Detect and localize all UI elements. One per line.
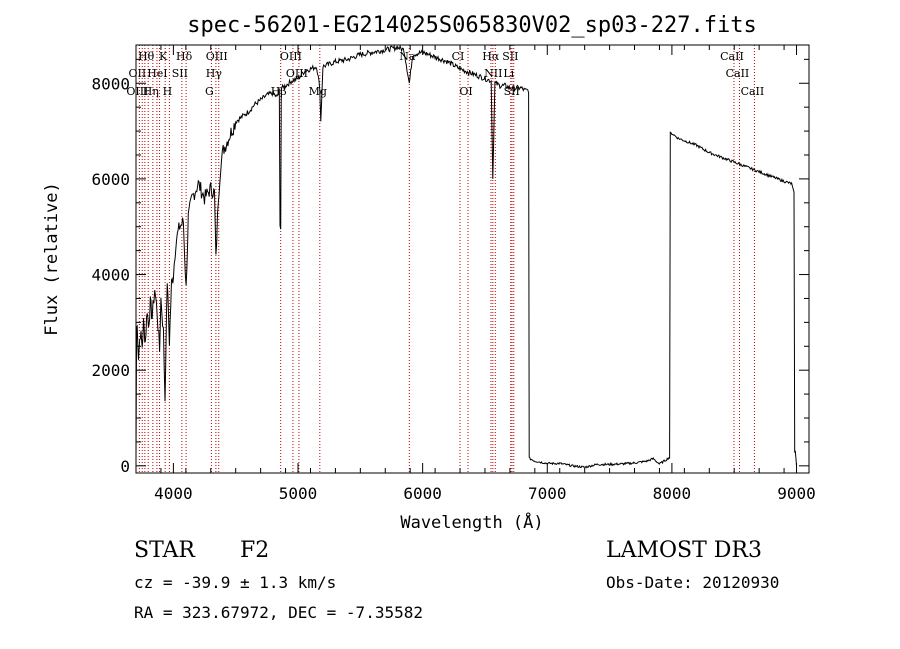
line-label: Na: [399, 50, 416, 63]
line-label: Li: [503, 67, 514, 80]
x-tick-label: 6000: [403, 484, 442, 503]
line-label: OI: [459, 85, 472, 98]
line-label: G: [205, 85, 214, 98]
y-tick-label: 4000: [91, 266, 130, 285]
line-label: CaII: [720, 50, 744, 63]
survey-name: LAMOST DR3: [606, 538, 762, 563]
object-class: STAR: [134, 538, 195, 563]
object-subclass: F2: [240, 538, 270, 563]
line-label: OIII: [206, 50, 228, 63]
spectrum-line: [135, 44, 797, 469]
x-axis-label: Wavelength (Å): [400, 511, 543, 533]
line-label: SII: [172, 67, 188, 80]
line-label: SII: [502, 50, 518, 63]
line-label: H: [163, 85, 173, 98]
x-tick-label: 9000: [777, 484, 816, 503]
line-label: OIII: [126, 85, 148, 98]
line-label: K: [159, 50, 168, 63]
line-label: HeI: [147, 67, 167, 80]
line-label: OIII: [280, 50, 302, 63]
plot-frame: [135, 44, 810, 474]
axis-ticks: 4000 5000 6000 7000 8000 9000 0 2000 4000 6000 800…: [91, 45, 816, 503]
line-markers: [138, 45, 755, 473]
line-label: OIII: [286, 67, 308, 80]
line-label: Hη: [143, 85, 159, 98]
line-label: Hα: [482, 50, 500, 63]
x-tick-label: 8000: [653, 484, 692, 503]
line-label: Hγ: [206, 67, 223, 80]
y-axis-label: Flux (relative): [42, 182, 62, 336]
line-label: NII: [484, 67, 502, 80]
chart-title: spec-56201-EG214025S065830V02_sp03-227.f…: [187, 13, 757, 38]
y-tick-label: 2000: [91, 361, 130, 380]
x-tick-label: 7000: [528, 484, 567, 503]
line-label: Hθ: [138, 50, 155, 63]
line-label: Hδ: [176, 50, 193, 63]
x-tick-label: 5000: [279, 484, 318, 503]
line-label: CaII: [726, 67, 750, 80]
x-tick-label: 4000: [154, 484, 193, 503]
y-tick-label: 8000: [91, 74, 130, 93]
line-label: Mg: [309, 85, 327, 98]
y-tick-label: 6000: [91, 170, 130, 189]
line-label: CI: [452, 50, 465, 63]
line-label: OII: [129, 67, 147, 80]
obs-date: Obs-Date: 20120930: [606, 573, 780, 592]
y-tick-label: 0: [120, 457, 130, 476]
line-label: CaII: [741, 85, 765, 98]
redshift-readout: cz = -39.9 ± 1.3 km/s: [134, 573, 337, 592]
coordinates: RA = 323.67972, DEC = -7.35582: [134, 603, 423, 622]
